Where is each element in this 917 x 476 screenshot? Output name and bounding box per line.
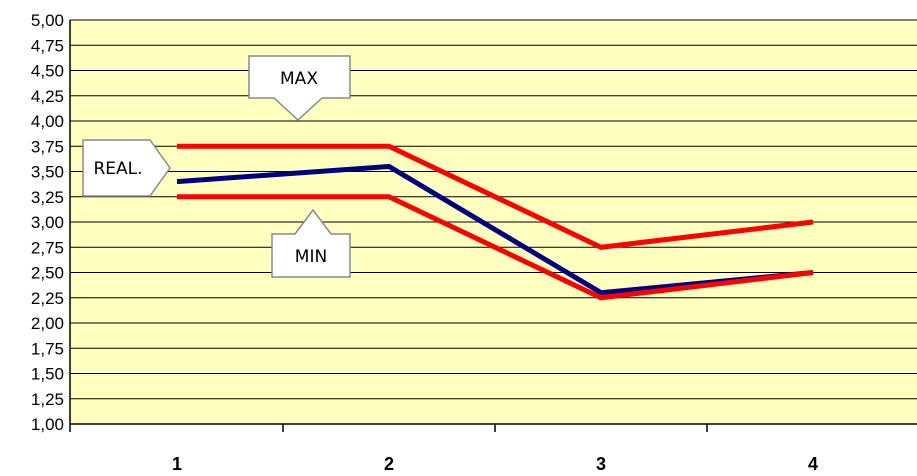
y-tick-label: 3,50 <box>31 163 64 182</box>
series-line-real <box>176 163 814 296</box>
series-lines <box>176 143 814 301</box>
y-tick-label: 4,25 <box>31 87 64 106</box>
y-tick-label: 2,75 <box>31 238 64 257</box>
y-tick-label: 5,00 <box>31 11 64 30</box>
y-tick-label: 1,25 <box>31 390 64 409</box>
x-tick-label: 2 <box>384 454 394 474</box>
x-tick-label: 4 <box>808 454 818 474</box>
series-line-max <box>177 143 814 250</box>
real-callout-label: REAL. <box>93 159 142 179</box>
y-tick-label: 4,00 <box>31 112 64 131</box>
y-tick-label: 3,75 <box>31 137 64 156</box>
y-tick-label: 1,00 <box>31 415 64 434</box>
min-callout: MIN <box>271 208 351 278</box>
max-callout: MAX <box>248 55 351 122</box>
y-tick-label: 2,25 <box>31 289 64 308</box>
y-tick-label: 4,75 <box>31 36 64 55</box>
min-callout-shape <box>271 208 351 278</box>
real-callout-shape <box>82 139 171 197</box>
y-tick-label: 1,50 <box>31 365 64 384</box>
x-axis-ticks: 1 2 3 4 <box>69 424 818 474</box>
y-axis-tick-labels: 1,00 1,25 1,50 1,75 2,00 2,25 2,50 2,75 3,00 3,25… <box>31 11 64 434</box>
min-callout-label: MIN <box>295 247 327 267</box>
y-tick-label: 2,50 <box>31 264 64 283</box>
x-tick-label: 1 <box>172 454 182 474</box>
real-callout: REAL. <box>82 139 171 197</box>
max-callout-shape <box>248 55 351 122</box>
max-callout-label: MAX <box>280 69 318 89</box>
y-tick-label: 3,25 <box>31 188 64 207</box>
y-tick-label: 1,75 <box>31 339 64 358</box>
y-tick-label: 2,00 <box>31 314 64 333</box>
y-tick-label: 3,00 <box>31 213 64 232</box>
series-line-min <box>177 194 814 301</box>
x-tick-label: 3 <box>596 454 606 474</box>
y-tick-label: 4,50 <box>31 62 64 81</box>
